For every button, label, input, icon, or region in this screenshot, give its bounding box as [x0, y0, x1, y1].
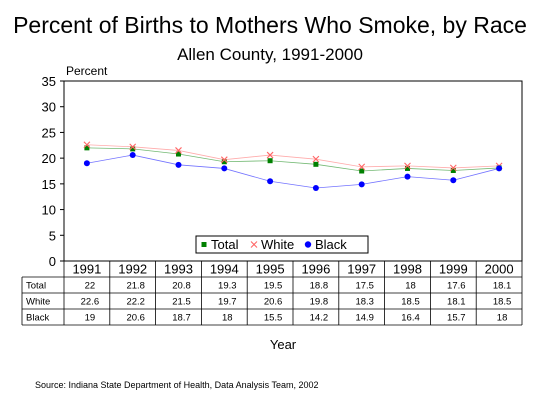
table-cell: 18.5 — [401, 297, 420, 308]
table-cell: 19.5 — [264, 281, 283, 292]
table-cell: 20.6 — [264, 297, 283, 308]
legend-box — [195, 235, 369, 254]
legend-marker-total — [201, 242, 207, 247]
y-tick-label: 25 — [42, 125, 56, 140]
y-tick-label: 30 — [42, 100, 56, 115]
table-cell: 22.6 — [81, 297, 100, 308]
table-cell: 16.4 — [401, 313, 420, 324]
table-cell: 18 — [222, 313, 233, 324]
y-tick-label: 10 — [42, 203, 56, 218]
table-cell: 18.3 — [355, 297, 374, 308]
table-cell: 22.2 — [126, 297, 145, 308]
table-cell: 22 — [85, 281, 96, 292]
point-black — [358, 181, 365, 188]
x-tick-label: 1997 — [347, 262, 376, 277]
y-tick-label: 15 — [42, 177, 56, 192]
series-line-black — [86, 154, 500, 189]
point-white — [83, 141, 91, 149]
table-cell: 18.1 — [493, 281, 512, 292]
point-black — [496, 165, 503, 172]
point-total — [221, 159, 227, 165]
point-total — [267, 158, 273, 164]
point-total — [405, 165, 410, 171]
point-total — [359, 168, 365, 174]
table-cell: 18 — [405, 281, 416, 292]
point-white — [266, 151, 274, 159]
table-cell: 19.3 — [218, 281, 237, 292]
x-axis-label: Year — [270, 337, 297, 352]
series-line-total — [86, 147, 500, 172]
legend-marker-black — [304, 241, 312, 248]
table-cell: 19 — [85, 313, 96, 324]
table-cell: 17.6 — [447, 281, 466, 292]
chart-subtitle: Allen County, 1991-2000 — [177, 45, 363, 64]
point-black — [404, 173, 411, 180]
table-cell: 20.6 — [126, 313, 145, 324]
point-total — [84, 145, 90, 151]
table-cell: 21.8 — [126, 281, 145, 292]
y-tick-label: 5 — [49, 228, 56, 243]
point-black — [312, 184, 319, 191]
table-cell: 20.8 — [172, 281, 191, 292]
point-white — [129, 143, 137, 151]
series-line-white — [86, 144, 500, 169]
table-cell: 17.5 — [355, 281, 374, 292]
point-total — [176, 151, 181, 157]
point-white — [175, 147, 182, 154]
table-cell: 19.7 — [218, 297, 237, 308]
x-tick-label: 1991 — [72, 262, 101, 277]
y-tick-label: 35 — [42, 74, 56, 89]
point-total — [450, 167, 456, 173]
table-cell: 18.5 — [493, 297, 512, 308]
point-black — [175, 161, 182, 168]
point-white — [449, 164, 457, 172]
point-white — [358, 163, 366, 171]
table-row-label: White — [26, 297, 50, 308]
legend-label-white: White — [261, 237, 294, 252]
point-black — [267, 178, 274, 185]
table-cell: 15.7 — [447, 313, 466, 324]
legend-marker-white — [250, 241, 258, 248]
table-cell: 15.5 — [264, 313, 283, 324]
x-tick-label: 1996 — [301, 262, 330, 277]
table-row-label: Total — [26, 281, 46, 292]
table-cell: 18.1 — [447, 297, 466, 308]
point-black — [129, 152, 136, 159]
point-black — [221, 165, 228, 172]
table-cell: 14.2 — [310, 313, 329, 324]
table-cell: 14.9 — [355, 313, 374, 324]
source-note: Source: Indiana State Department of Heal… — [35, 380, 319, 390]
table-cell: 18 — [497, 313, 508, 324]
y-tick-label: 0 — [49, 254, 56, 269]
table-cell: 19.8 — [310, 297, 329, 308]
y-axis-label: Percent — [66, 64, 108, 78]
legend-label-black: Black — [315, 237, 347, 252]
point-total — [130, 146, 136, 152]
chart-title: Percent of Births to Mothers Who Smoke, … — [13, 12, 527, 38]
x-tick-label: 1999 — [439, 262, 468, 277]
table-cell: 18.7 — [172, 313, 191, 324]
y-tick-label: 20 — [42, 151, 56, 166]
legend-label-total: Total — [211, 237, 239, 252]
table-cell: 21.5 — [172, 297, 191, 308]
point-black — [450, 177, 457, 184]
point-black — [83, 160, 90, 167]
x-tick-label: 1993 — [164, 262, 193, 277]
x-tick-label: 1994 — [210, 262, 239, 277]
x-tick-label: 2000 — [485, 262, 514, 277]
x-tick-label: 1998 — [393, 262, 422, 277]
point-white — [220, 156, 228, 164]
point-white — [312, 155, 320, 163]
point-white — [404, 162, 411, 170]
table-cell: 18.8 — [310, 281, 329, 292]
x-tick-label: 1995 — [256, 262, 285, 277]
x-tick-label: 1992 — [118, 262, 147, 277]
table-row-label: Black — [26, 313, 49, 324]
point-total — [313, 161, 319, 167]
